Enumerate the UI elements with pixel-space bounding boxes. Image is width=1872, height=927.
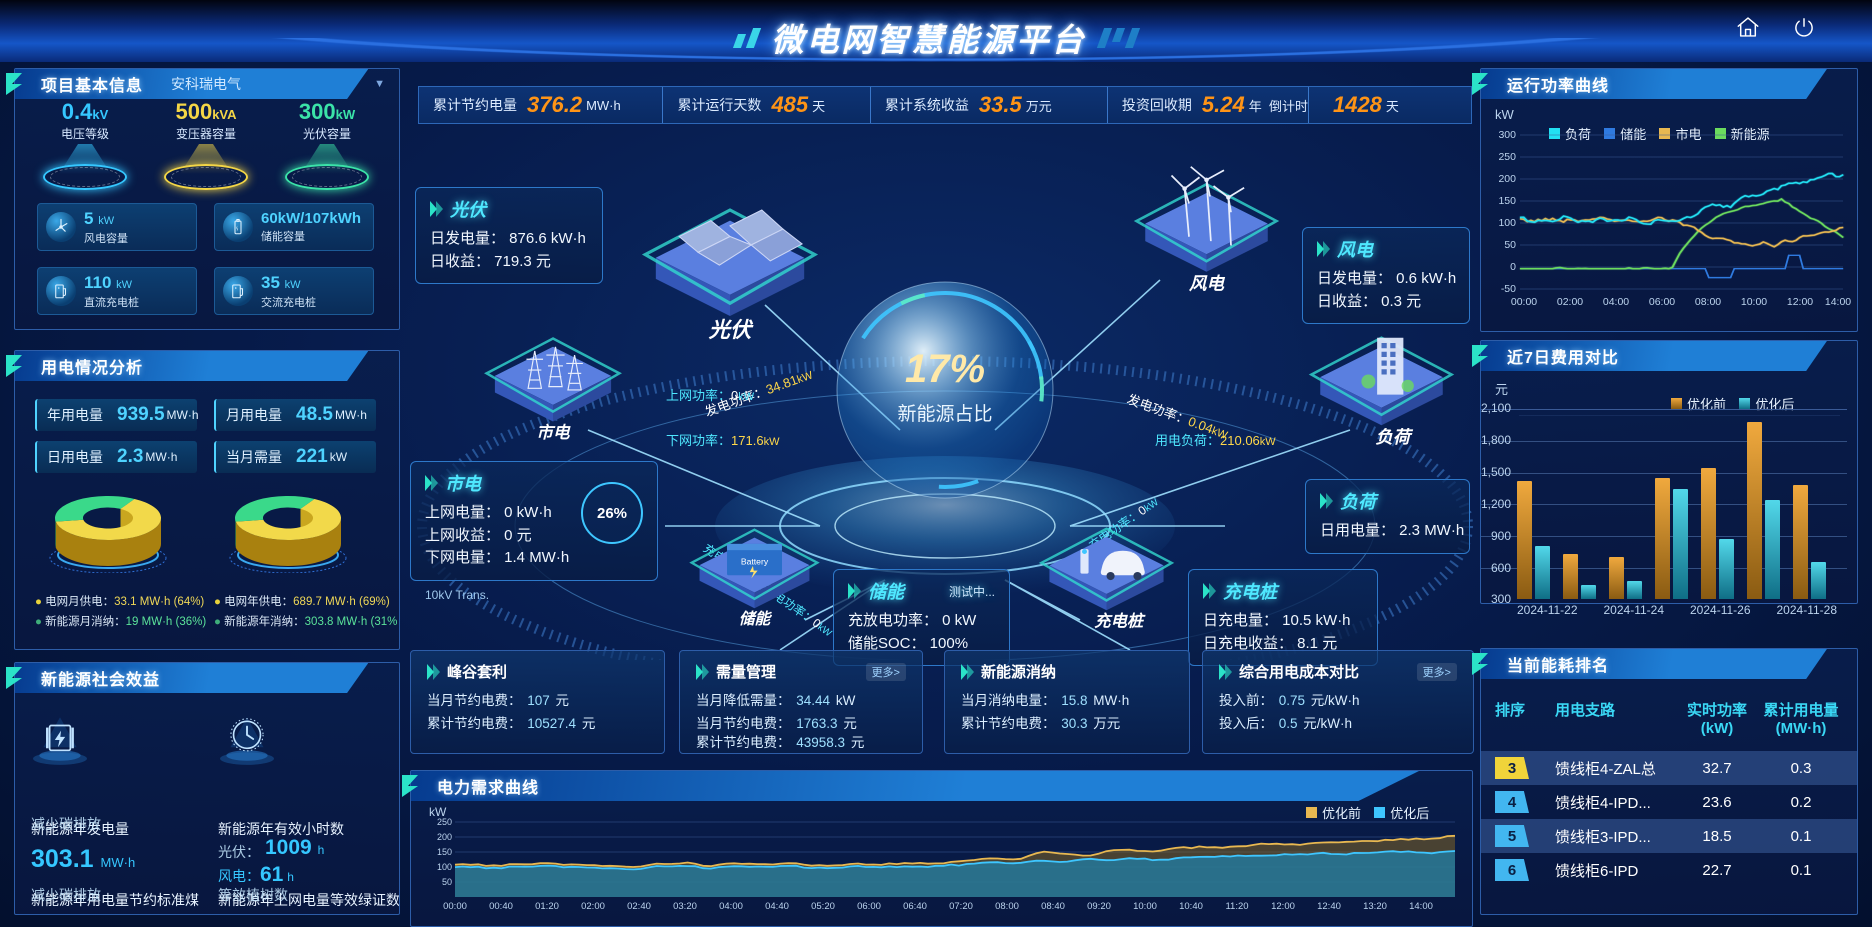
- svg-text:12:00: 12:00: [1271, 901, 1295, 912]
- svg-text:300: 300: [1498, 129, 1516, 141]
- svg-text:100: 100: [437, 862, 452, 872]
- svg-text:05:20: 05:20: [811, 901, 835, 912]
- svg-text:新能源占比: 新能源占比: [897, 403, 992, 425]
- svg-text:-50: -50: [1501, 283, 1516, 295]
- svg-text:0: 0: [1510, 261, 1516, 273]
- svg-text:06:00: 06:00: [857, 901, 881, 912]
- svg-text:13:20: 13:20: [1363, 901, 1387, 912]
- svg-text:08:00: 08:00: [995, 901, 1019, 912]
- svg-text:04:00: 04:00: [1603, 296, 1629, 308]
- svg-text:负荷: 负荷: [1375, 427, 1413, 447]
- svg-text:01:20: 01:20: [535, 901, 559, 912]
- svg-text:03:20: 03:20: [673, 901, 697, 912]
- svg-text:08:40: 08:40: [1041, 901, 1065, 912]
- svg-text:04:00: 04:00: [719, 901, 743, 912]
- svg-text:06:40: 06:40: [903, 901, 927, 912]
- svg-text:200: 200: [1498, 173, 1516, 185]
- svg-text:00:40: 00:40: [489, 901, 513, 912]
- svg-text:06:00: 06:00: [1649, 296, 1675, 308]
- svg-text:250: 250: [437, 817, 452, 827]
- svg-text:02:40: 02:40: [627, 901, 651, 912]
- svg-text:11:20: 11:20: [1225, 901, 1248, 912]
- svg-text:200: 200: [437, 832, 452, 842]
- svg-text:08:00: 08:00: [1695, 296, 1721, 308]
- svg-text:充电桩: 充电桩: [1094, 612, 1146, 631]
- svg-text:14:00: 14:00: [1409, 901, 1433, 912]
- svg-text:17%: 17%: [905, 347, 985, 391]
- svg-text:150: 150: [437, 847, 452, 857]
- svg-text:10:00: 10:00: [1133, 901, 1157, 912]
- svg-text:00:00: 00:00: [443, 901, 467, 912]
- svg-text:00:00: 00:00: [1511, 296, 1537, 308]
- svg-text:储能: 储能: [739, 610, 773, 628]
- svg-text:50: 50: [442, 877, 452, 887]
- svg-text:07:20: 07:20: [949, 901, 973, 912]
- svg-text:风电: 风电: [1189, 273, 1225, 293]
- svg-text:市电: 市电: [536, 423, 571, 442]
- svg-text:02:00: 02:00: [581, 901, 605, 912]
- svg-text:02:00: 02:00: [1557, 296, 1583, 308]
- svg-text:Battery: Battery: [741, 556, 769, 566]
- svg-text:14:00: 14:00: [1825, 296, 1851, 308]
- svg-text:250: 250: [1498, 151, 1516, 163]
- svg-text:50: 50: [1504, 239, 1516, 251]
- svg-text:150: 150: [1498, 195, 1516, 207]
- svg-text:10:00: 10:00: [1741, 296, 1767, 308]
- svg-text:100: 100: [1498, 217, 1516, 229]
- svg-text:12:40: 12:40: [1317, 901, 1341, 912]
- svg-text:光伏: 光伏: [708, 318, 754, 342]
- svg-text:12:00: 12:00: [1787, 296, 1813, 308]
- svg-text:04:40: 04:40: [765, 901, 789, 912]
- svg-text:10:40: 10:40: [1179, 901, 1203, 912]
- svg-text:09:20: 09:20: [1087, 901, 1111, 912]
